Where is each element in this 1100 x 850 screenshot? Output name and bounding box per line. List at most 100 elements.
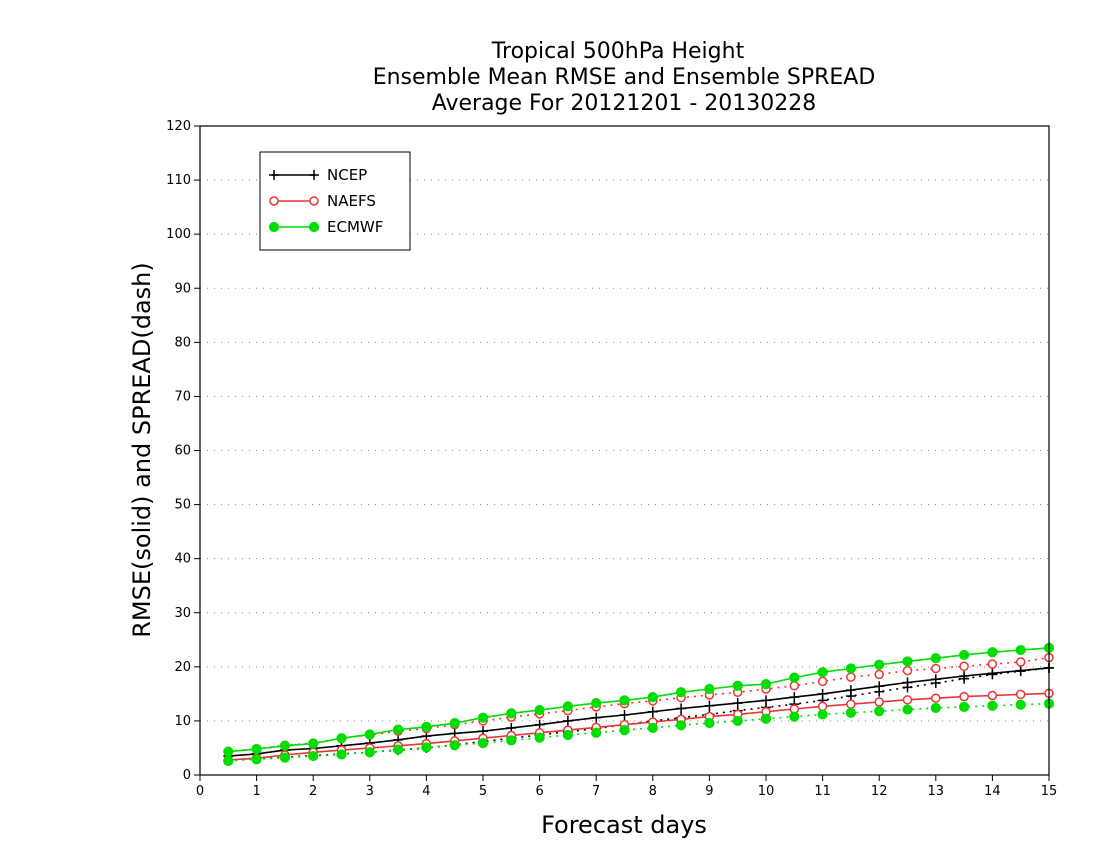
series-ecmwf-rmse-point — [874, 659, 885, 670]
legend-swatch-marker — [269, 170, 279, 180]
series-ecmwf — [223, 642, 1055, 767]
series-ecmwf-rmse-point — [1015, 644, 1026, 656]
x-axis-title: Forecast days — [541, 811, 707, 839]
series-ecmwf-spread-point — [279, 752, 290, 763]
series-ecmwf-spread-point — [930, 702, 941, 714]
legend-label-naefs: NAEFS — [327, 192, 376, 210]
series-ecmwf-spread-point — [789, 711, 800, 722]
series-ecmwf-rmse-point — [393, 724, 404, 735]
series-ncep-rmse-point — [930, 674, 941, 685]
x-tick-label: 12 — [871, 784, 888, 799]
series-ecmwf-rmse-point — [817, 667, 828, 678]
series-ecmwf-spread-point — [591, 727, 602, 738]
y-tick-label: 120 — [166, 119, 191, 134]
series-naefs — [223, 652, 1054, 765]
series-ecmwf-spread-point — [676, 720, 687, 731]
title-line-1: Tropical 500hPa Height — [491, 39, 745, 64]
series-ecmwf-rmse-point — [959, 649, 970, 661]
series-naefs-spread-point — [817, 676, 828, 687]
y-tick-label: 110 — [166, 173, 191, 188]
series-ecmwf-rmse-point — [308, 738, 319, 749]
series-naefs-rmse-line — [228, 692, 1050, 761]
series-ncep-rmse-point — [704, 700, 715, 711]
x-tick-label: 14 — [984, 784, 1001, 799]
series-ecmwf-spread-point — [959, 701, 970, 712]
series-ecmwf-rmse-point — [251, 743, 262, 755]
series-ecmwf-spread-point — [902, 704, 913, 715]
x-tick-label: 15 — [1041, 784, 1058, 799]
series-ecmwf-spread-point — [760, 713, 772, 724]
series-naefs-rmse-point — [959, 691, 969, 702]
series-ecmwf-spread-point — [1015, 699, 1026, 710]
series-ncep-rmse-point — [534, 719, 545, 730]
y-axis-title: RMSE(solid) and SPREAD(dash) — [128, 262, 156, 638]
series-ncep-rmse-point — [761, 695, 771, 706]
y-tick-label: 100 — [166, 227, 191, 242]
series-ncep-rmse-line — [228, 667, 1050, 757]
series-ncep-rmse-point — [789, 692, 800, 703]
x-tick-label: 1 — [252, 784, 260, 799]
series-ecmwf-rmse-point — [987, 647, 998, 658]
y-tick-label: 90 — [174, 281, 191, 296]
x-tick-label: 9 — [705, 784, 713, 799]
series-ncep-rmse-point — [845, 685, 856, 696]
series-naefs-rmse-point — [817, 701, 828, 712]
x-tick-label: 6 — [535, 784, 543, 799]
series-naefs-rmse-point — [874, 697, 884, 707]
legend-entry-ecmwf: ECMWF — [268, 218, 383, 236]
legend-label-ecmwf: ECMWF — [327, 218, 383, 236]
series-ecmwf-rmse-point — [223, 746, 234, 757]
series-ecmwf-rmse-point — [506, 708, 517, 719]
y-tick-label: 30 — [174, 606, 191, 621]
legend-swatch-marker — [268, 221, 280, 233]
series-ncep-rmse-point — [987, 668, 998, 679]
series-ncep-rmse-point — [959, 671, 970, 682]
x-tick-label: 11 — [814, 784, 831, 799]
series-ecmwf-rmse-point — [534, 705, 545, 716]
series-naefs-rmse-point — [1015, 689, 1026, 700]
series-ecmwf-rmse-point — [789, 672, 800, 683]
series-ecmwf-rmse-point — [421, 721, 432, 732]
series-naefs-rmse-point — [931, 693, 941, 703]
series-naefs-rmse-point — [902, 695, 913, 705]
series-ecmwf-spread-point — [308, 750, 319, 762]
legend-swatch-marker — [269, 196, 279, 206]
title-line-3: Average For 20121201 - 20130228 — [432, 91, 817, 116]
series-ecmwf-rmse-point — [619, 695, 630, 706]
series-naefs-rmse-point — [987, 690, 998, 701]
series-ncep-rmse-point — [732, 698, 743, 709]
series-ecmwf-rmse-point — [930, 653, 941, 664]
series-ncep-rmse-point — [619, 709, 630, 720]
series-ecmwf-spread-point — [364, 747, 375, 758]
y-tick-label: 70 — [174, 389, 191, 404]
series-ecmwf-spread-point — [732, 715, 743, 727]
series-naefs-spread-point — [931, 663, 941, 674]
series-ncep-rmse-point — [1015, 665, 1026, 676]
legend-swatch-marker — [309, 170, 319, 180]
series-ecmwf-rmse-point — [845, 663, 857, 674]
series-ecmwf-spread-point — [534, 732, 545, 743]
series-ecmwf-rmse-point — [676, 687, 687, 698]
plot-series — [223, 642, 1055, 767]
y-tick-label: 60 — [174, 444, 191, 459]
series-ecmwf-spread-point — [336, 749, 347, 760]
series-ecmwf-spread-point — [393, 744, 404, 755]
legend: NCEP NAEFS ECMWF — [259, 151, 411, 251]
series-ecmwf-rmse-point — [647, 692, 658, 703]
series-ncep-rmse-point — [562, 715, 573, 726]
series-naefs-rmse-point — [846, 699, 856, 709]
y-tick-label: 80 — [174, 335, 191, 350]
series-ecmwf-spread-point — [874, 706, 885, 717]
series-ecmwf-spread-point — [817, 709, 828, 720]
series-ecmwf-spread-point — [845, 707, 857, 718]
legend-entry-ncep: NCEP — [269, 166, 367, 184]
x-tick-label: 13 — [928, 784, 945, 799]
series-naefs-spread-line — [228, 656, 1050, 752]
series-ecmwf-spread-point — [251, 754, 262, 765]
series-ecmwf-rmse-point — [449, 717, 460, 729]
series-ecmwf-spread-point — [562, 729, 574, 741]
y-tick-label: 20 — [174, 660, 191, 675]
x-tick-label: 3 — [366, 784, 374, 799]
series-ecmwf-spread-line — [228, 702, 1050, 762]
